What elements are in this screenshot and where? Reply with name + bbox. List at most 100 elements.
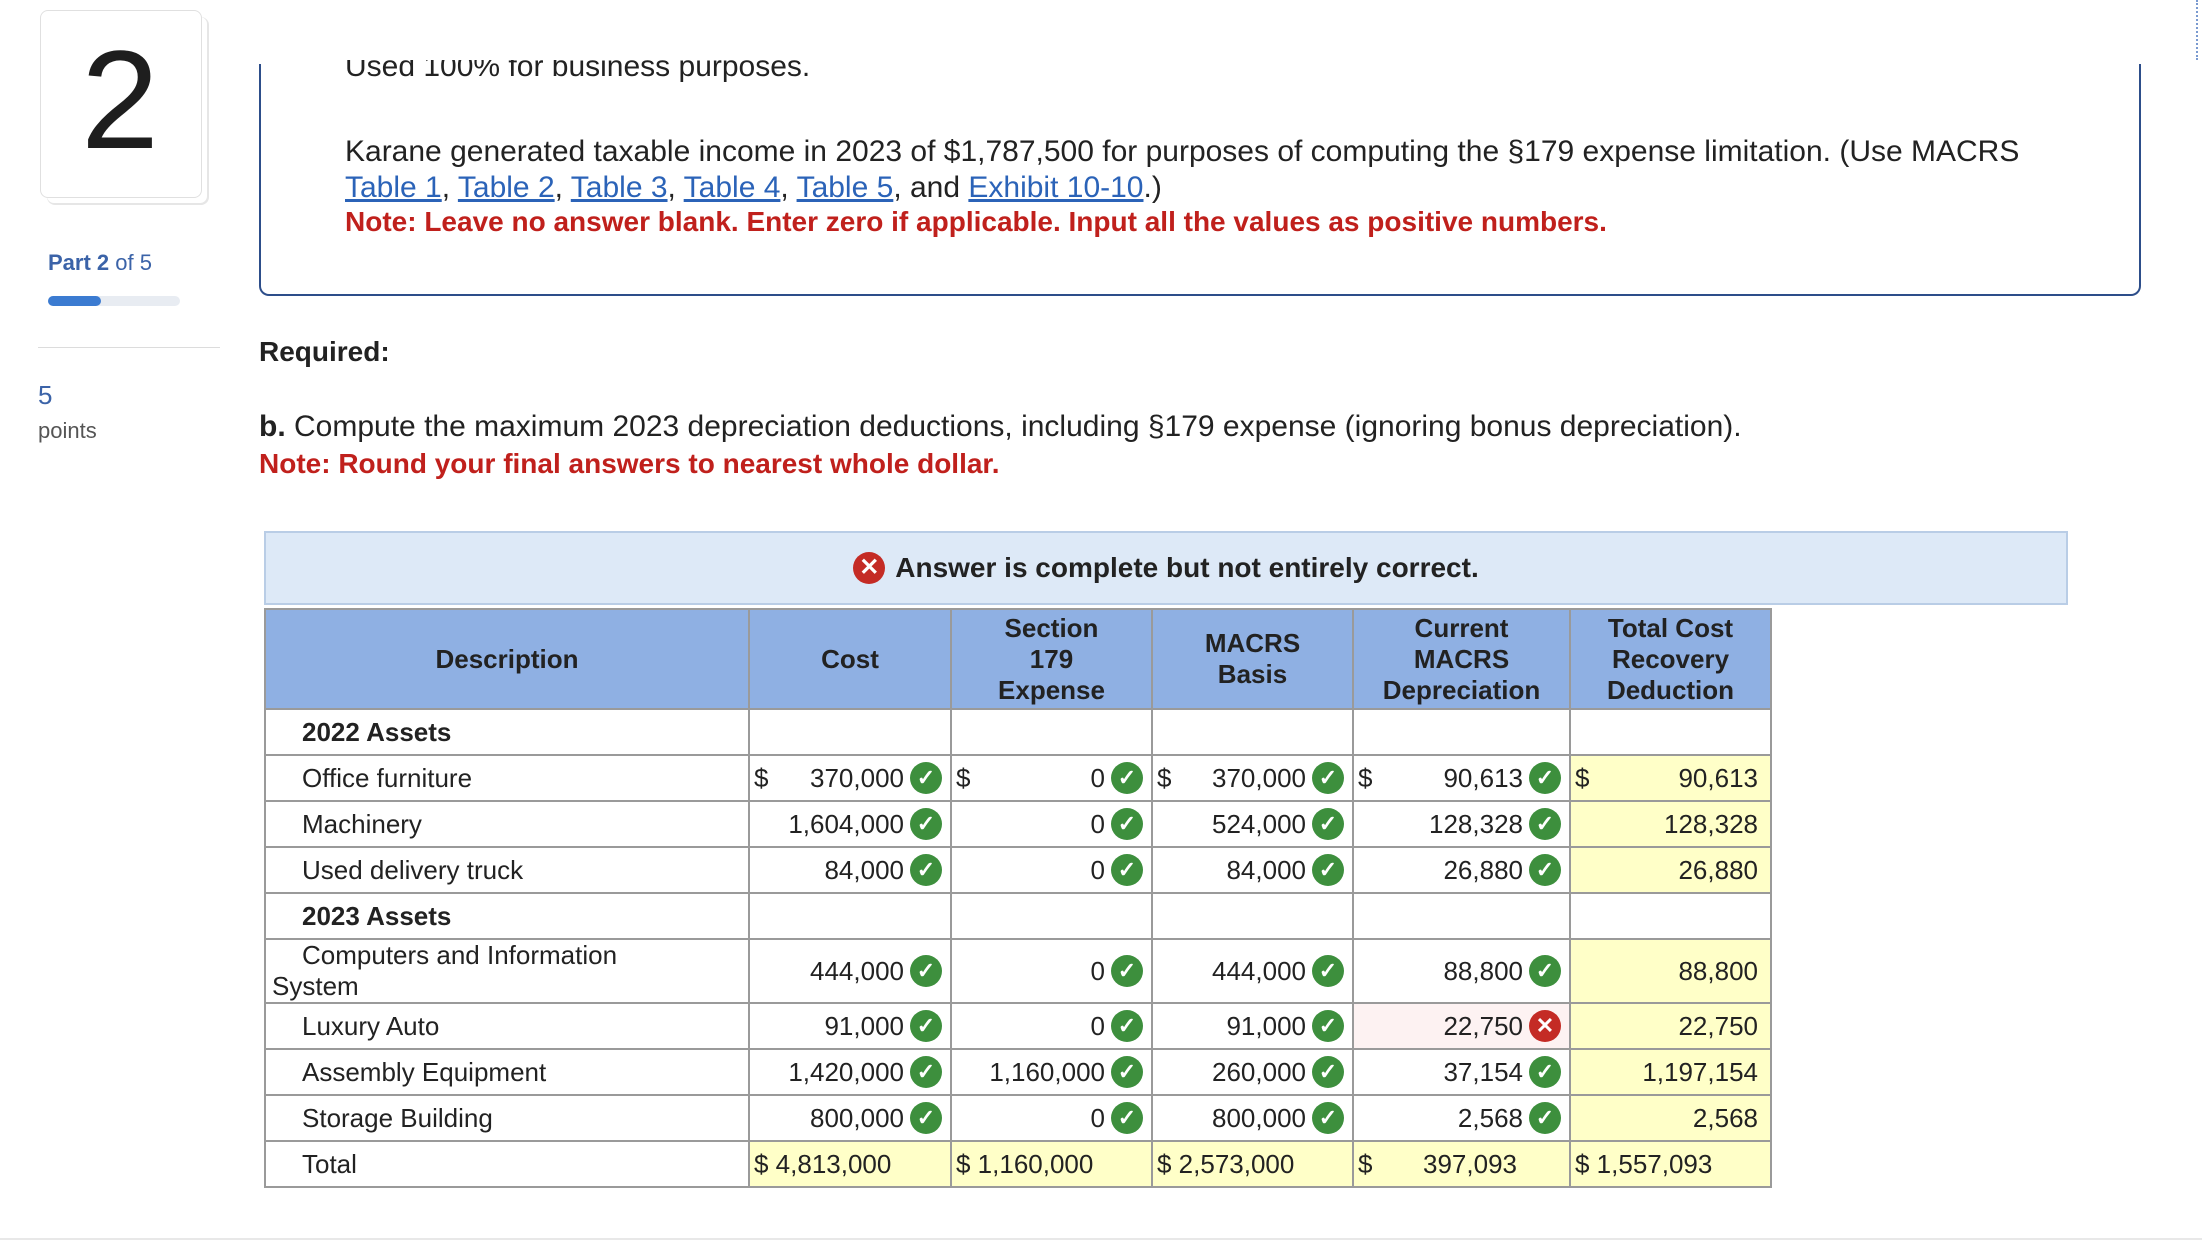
cell-value: 1,420,000: [788, 1056, 904, 1087]
depreciation-input[interactable]: 128,328 ✓: [1352, 800, 1571, 848]
cost-input[interactable]: 84,000 ✓: [748, 846, 952, 894]
link-table-3[interactable]: Table 3: [570, 171, 668, 204]
row-description-line2: System: [272, 971, 359, 1001]
macrs-basis-input[interactable]: $370,000 ✓: [1151, 754, 1354, 802]
cell-value: 524,000: [1212, 808, 1306, 839]
cell-value: 22,750: [1678, 1010, 1758, 1041]
section-179-input[interactable]: $0 ✓: [950, 754, 1153, 802]
macrs-basis-input[interactable]: 260,000 ✓: [1151, 1048, 1354, 1096]
cost-input[interactable]: 91,000 ✓: [748, 1002, 952, 1050]
section-179-input[interactable]: 0 ✓: [950, 800, 1153, 848]
part-prefix: Part: [48, 250, 91, 275]
cut-off-text: Used 100% for business purposes.: [345, 60, 811, 83]
question-text: Karane generated taxable income in 2023 …: [345, 134, 2065, 206]
check-icon: ✓: [1312, 1010, 1344, 1042]
total-cost-cell: $ 4,813,000: [748, 1140, 952, 1188]
depreciation-input[interactable]: 37,154 ✓: [1352, 1048, 1571, 1096]
feedback-banner: ✕ Answer is complete but not entirely co…: [264, 531, 2068, 605]
check-icon: ✓: [1111, 854, 1143, 886]
macrs-basis-input[interactable]: 800,000 ✓: [1151, 1094, 1354, 1142]
header-line: MACRS: [1413, 643, 1510, 674]
cell-value: 370,000: [810, 762, 904, 793]
cost-input[interactable]: $370,000 ✓: [748, 754, 952, 802]
separator: , and: [893, 171, 969, 204]
section-row-2022: 2022 Assets: [264, 708, 1772, 756]
cell-value: 0: [1090, 808, 1105, 839]
question-number: 2: [81, 21, 159, 178]
x-circle-icon: ✕: [853, 552, 886, 584]
question-number-card: [40, 10, 202, 198]
depreciation-input[interactable]: 2,568 ✓: [1352, 1094, 1571, 1142]
link-exhibit-10-10[interactable]: Exhibit 10-10: [968, 171, 1144, 204]
row-description: Luxury Auto: [264, 1002, 750, 1050]
table-row-computers-information-system: Computers and Information System 444,000 ✓…: [264, 938, 1772, 1004]
link-table-2[interactable]: Table 2: [457, 171, 555, 204]
check-icon: ✓: [1111, 762, 1143, 794]
depreciation-input[interactable]: $90,613 ✓: [1352, 754, 1571, 802]
cell-value: 0: [1090, 1102, 1105, 1133]
cell-value: $ 1,160,000: [956, 1148, 1094, 1179]
depreciation-input[interactable]: 26,880 ✓: [1352, 846, 1571, 894]
total-recovery-cell: 22,750: [1569, 1002, 1772, 1050]
dollar-sign: $: [1358, 1148, 1373, 1179]
cost-input[interactable]: 444,000 ✓: [748, 938, 952, 1004]
cost-input[interactable]: 1,420,000 ✓: [748, 1048, 952, 1096]
cost-input[interactable]: 1,604,000 ✓: [748, 800, 952, 848]
row-description: Computers and Information System: [264, 938, 750, 1004]
cell-value: 800,000: [1212, 1102, 1306, 1133]
separator: ,: [441, 171, 458, 204]
depreciation-input[interactable]: 22,750 ✕: [1352, 1002, 1571, 1050]
link-table-4[interactable]: Table 4: [683, 171, 781, 204]
total-recovery-cell: 88,800: [1569, 938, 1772, 1004]
row-description: Used delivery truck: [264, 846, 750, 894]
check-icon: ✓: [910, 808, 942, 840]
check-icon: ✓: [1529, 1056, 1561, 1088]
check-icon: ✓: [1111, 808, 1143, 840]
cell-value: 444,000: [1212, 955, 1306, 986]
section-179-input[interactable]: 0 ✓: [950, 938, 1153, 1004]
x-circle-icon: ✕: [1529, 1010, 1561, 1042]
section-179-input[interactable]: 1,160,000 ✓: [950, 1048, 1153, 1096]
section-179-input[interactable]: 0 ✓: [950, 1002, 1153, 1050]
header-line: Recovery: [1611, 643, 1730, 674]
link-table-5[interactable]: Table 5: [796, 171, 894, 204]
progress-track: [48, 296, 180, 306]
table-row-luxury-auto: Luxury Auto 91,000 ✓ 0 ✓ 91,000 ✓ 22,750 ✕ 2…: [264, 1002, 1772, 1050]
cell-value: 2,568: [1457, 1102, 1523, 1133]
bottom-divider: [0, 1238, 2202, 1240]
empty-cell: [748, 708, 952, 756]
points-value: 5: [38, 380, 53, 410]
total-recovery-cell: $90,613: [1569, 754, 1772, 802]
rounding-note: Note: Round your final answers to neares…: [259, 448, 1000, 479]
link-table-1[interactable]: Table 1: [345, 171, 442, 204]
question-text-end: .): [1143, 171, 1162, 204]
cell-value: 84,000: [1226, 854, 1306, 885]
cell-value: 88,800: [1443, 955, 1523, 986]
macrs-basis-input[interactable]: 91,000 ✓: [1151, 1002, 1354, 1050]
sidebar-divider: [38, 347, 220, 348]
table-row-used-delivery-truck: Used delivery truck 84,000 ✓ 0 ✓ 84,000 ✓ 2…: [264, 846, 1772, 894]
cell-value: 444,000: [810, 955, 904, 986]
required-heading: Required:: [259, 336, 390, 367]
depreciation-input[interactable]: 88,800 ✓: [1352, 938, 1571, 1004]
macrs-basis-input[interactable]: 84,000 ✓: [1151, 846, 1354, 894]
cost-input[interactable]: 800,000 ✓: [748, 1094, 952, 1142]
cell-value: 128,328: [1429, 808, 1523, 839]
check-icon: ✓: [1312, 854, 1344, 886]
table-row-assembly-equipment: Assembly Equipment 1,420,000 ✓ 1,160,000 ✓…: [264, 1048, 1772, 1096]
section-179-input[interactable]: 0 ✓: [950, 1094, 1153, 1142]
cell-value: 90,613: [1678, 762, 1758, 793]
total-recovery-cell: 2,568: [1569, 1094, 1772, 1142]
header-row: Description Cost Section 179 Expense MACRS…: [264, 608, 1772, 710]
row-description: Machinery: [264, 800, 750, 848]
section-179-input[interactable]: 0 ✓: [950, 846, 1153, 894]
empty-cell: [1352, 892, 1571, 940]
empty-cell: [1151, 708, 1354, 756]
macrs-basis-input[interactable]: 444,000 ✓: [1151, 938, 1354, 1004]
check-icon: ✓: [910, 1010, 942, 1042]
macrs-basis-input[interactable]: 524,000 ✓: [1151, 800, 1354, 848]
empty-cell: [950, 708, 1153, 756]
points-label: points: [38, 418, 97, 443]
empty-cell: [748, 892, 952, 940]
total-recovery-cell: $ 1,557,093: [1569, 1140, 1772, 1188]
